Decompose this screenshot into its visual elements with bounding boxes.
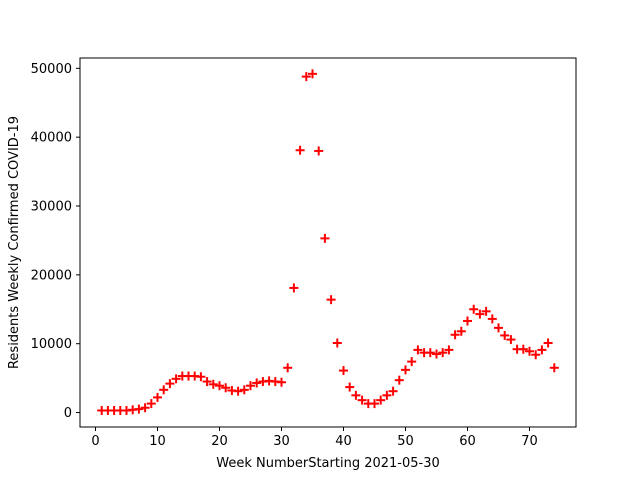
data-point [314,146,324,156]
data-point [215,381,224,391]
data-point [326,295,336,305]
data-point [469,304,479,314]
data-point [444,345,454,355]
data-point [531,350,541,360]
data-point [165,379,175,389]
data-points [97,69,559,415]
data-point [450,330,460,340]
data-point [202,377,212,387]
data-point [376,395,386,405]
x-tick-label: 10 [149,434,166,449]
data-point [456,326,466,336]
data-point [525,346,534,356]
data-point [252,378,262,388]
data-point [239,385,249,395]
data-point [481,306,491,316]
data-point [438,348,448,358]
data-point [407,357,417,367]
x-tick-label: 60 [459,434,476,449]
plot-area [79,57,577,428]
data-point [146,399,156,409]
y-tick-label: 0 [64,406,72,421]
data-point [208,379,218,389]
data-point [233,386,243,396]
y-tick-label: 20000 [31,268,72,283]
data-point [537,345,547,355]
x-tick-label: 20 [211,434,228,449]
data-point [518,344,528,354]
y-axis-label: Residents Weekly Confirmed COVID-19 [7,116,22,369]
data-point [425,348,435,358]
data-point [140,403,150,413]
data-point [246,381,255,391]
data-point [351,390,361,400]
data-point [475,309,485,319]
x-tick-label: 50 [397,434,414,449]
x-axis-label: Week NumberStarting 2021-05-30 [216,456,440,471]
y-tick-label: 50000 [31,62,72,77]
data-point [487,314,497,324]
data-point [339,366,348,376]
y-tick-label: 10000 [31,337,72,352]
y-axis: 0 10000 20000 30000 40000 50000 [31,62,80,421]
data-point [401,365,410,375]
data-point [432,349,441,359]
data-point [171,374,181,384]
data-point [332,338,342,348]
x-tick-label: 40 [335,434,352,449]
data-point [277,377,286,387]
data-point [506,335,516,345]
y-tick-label: 40000 [31,131,72,146]
data-point [357,395,367,405]
data-point [320,233,330,243]
data-point [134,404,144,414]
data-point [500,330,510,340]
data-point [283,363,293,373]
data-point [394,375,404,385]
data-point [159,385,169,395]
data-point [413,345,423,355]
data-point [308,69,317,79]
data-point [153,392,162,402]
data-point [370,399,379,409]
y-tick-label: 30000 [31,200,72,215]
x-axis: 0 10 20 30 40 50 60 70 [91,427,538,449]
data-point [543,338,553,348]
data-point [463,316,472,326]
data-point [549,363,559,373]
x-tick-label: 0 [91,434,99,449]
data-point [494,323,503,333]
data-point [295,145,305,155]
x-tick-label: 30 [273,434,290,449]
data-point [196,372,206,382]
data-point [345,382,355,392]
data-point [301,72,311,82]
x-tick-label: 70 [521,434,538,449]
data-point [289,283,299,293]
data-point [221,383,231,393]
data-point [388,386,398,396]
data-point [382,390,392,400]
